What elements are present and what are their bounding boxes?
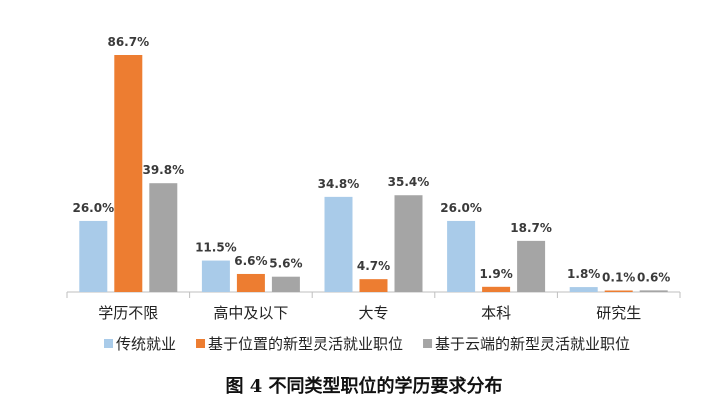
data-label: 86.7%: [107, 35, 149, 49]
legend-swatch: [196, 339, 206, 348]
bar: [359, 279, 388, 292]
data-label: 0.6%: [637, 270, 670, 284]
bar-chart: 26.0% 86.7% 39.8% 学历不限 11.5%6.6% 5.6% 高中及以下 34.…: [66, 35, 681, 353]
data-label: 4.7%: [357, 259, 390, 273]
x-tick-label: 本科: [481, 304, 511, 322]
legend-label: 基于云端的新型灵活就业职位: [435, 335, 630, 353]
bar: [569, 287, 598, 292]
bar: [394, 195, 423, 292]
bar: [271, 276, 300, 292]
data-label: 39.8%: [142, 163, 184, 177]
legend-label: 传统就业: [116, 335, 176, 353]
data-label: 11.5%: [195, 241, 237, 255]
bar: [236, 273, 265, 292]
bar: [639, 290, 668, 292]
bar: [149, 183, 178, 292]
bar: [482, 286, 511, 292]
legend-swatch: [423, 339, 433, 348]
data-label: 26.0%: [72, 201, 114, 215]
legend-label: 基于位置的新型灵活就业职位: [208, 335, 403, 353]
bar: [114, 55, 143, 292]
figure-caption: 图 4 不同类型职位的学历要求分布: [225, 376, 503, 397]
x-tick-label: 高中及以下: [213, 304, 288, 322]
bar: [517, 240, 546, 292]
data-label: 35.4%: [388, 175, 430, 189]
bar: [79, 220, 108, 292]
bar: [447, 220, 476, 292]
bar: [604, 290, 633, 292]
data-label: 5.6%: [269, 257, 302, 271]
data-label: 0.1%: [602, 271, 635, 285]
data-label: 34.8%: [318, 177, 360, 191]
data-label: 26.0%: [440, 201, 482, 215]
bar: [324, 196, 353, 292]
legend-swatch: [104, 339, 113, 348]
data-label: 18.7%: [510, 221, 552, 235]
data-label: 1.9%: [479, 267, 512, 281]
bar: [201, 260, 230, 292]
data-label: 6.6%: [234, 254, 267, 268]
x-tick-label: 学历不限: [98, 304, 158, 322]
data-label: 1.8%: [567, 267, 600, 281]
x-tick-label: 研究生: [596, 304, 641, 322]
x-tick-label: 大专: [358, 304, 388, 322]
